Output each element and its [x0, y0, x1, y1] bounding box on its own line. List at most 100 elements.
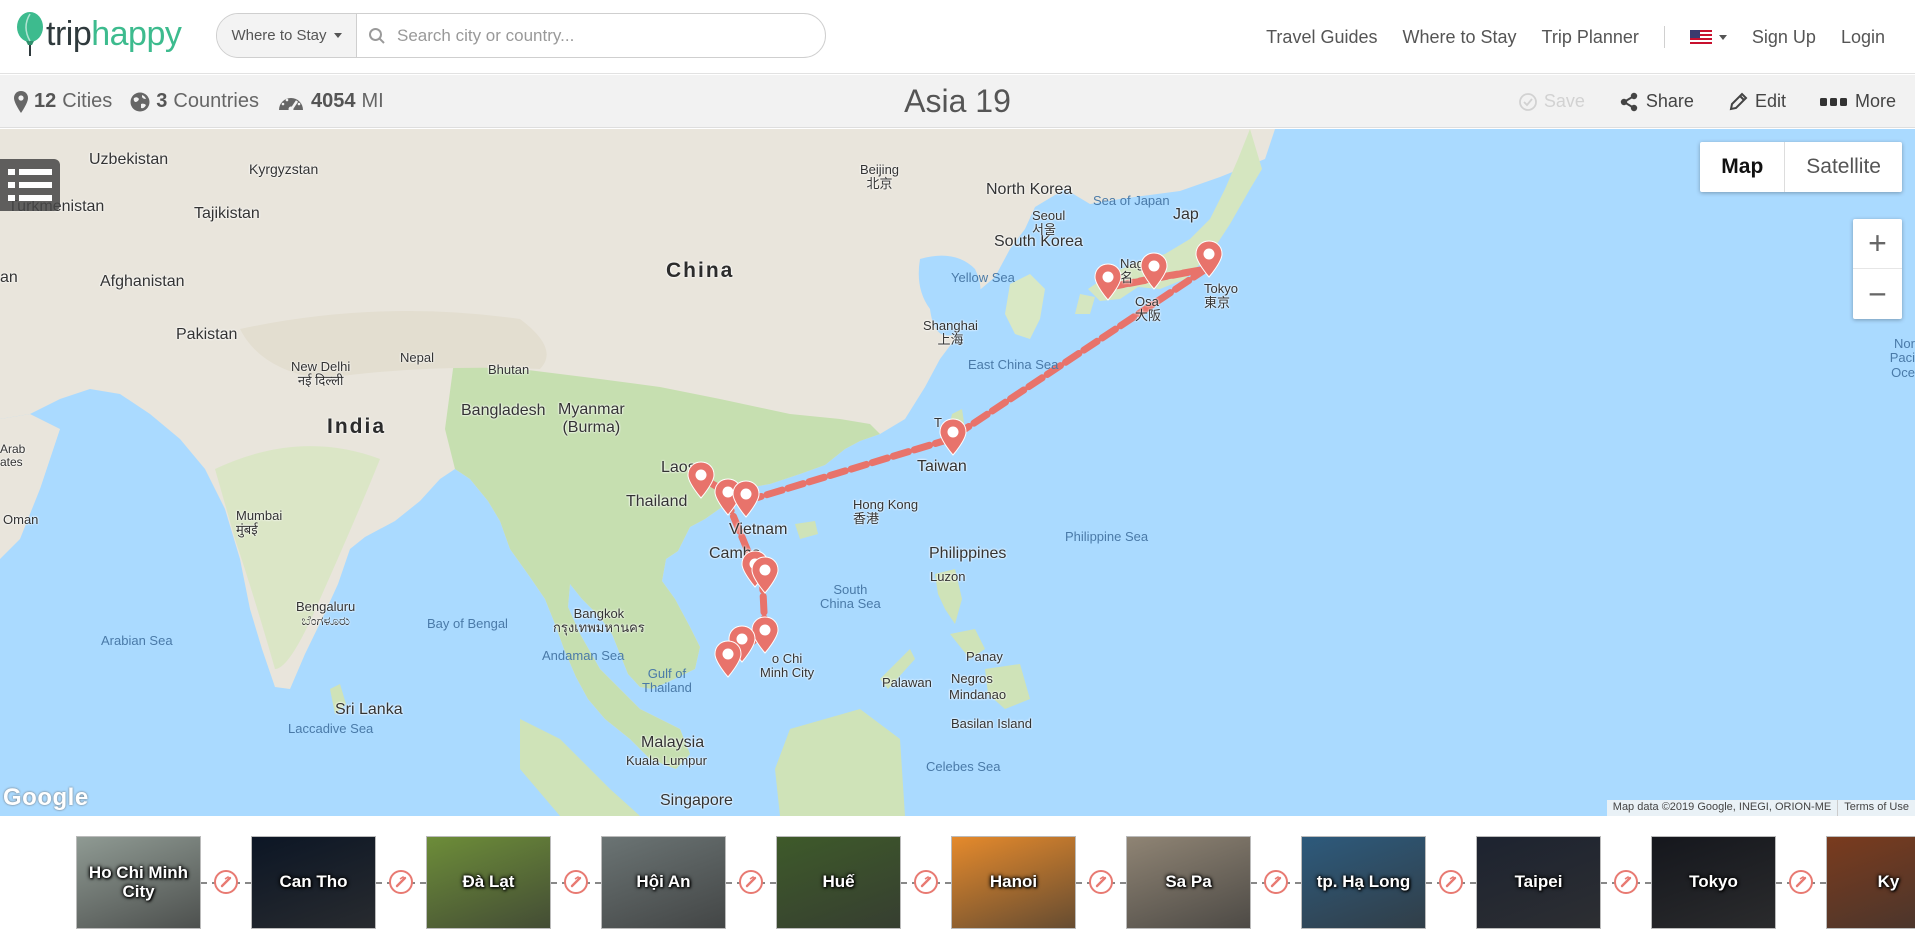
map-pin-can-tho[interactable]	[713, 640, 743, 678]
label-bengaluru: Bengaluru ಬೆಂಗಳೂರು	[296, 599, 356, 629]
cities-stat: 12 Cities	[14, 90, 112, 113]
countries-count: 3	[156, 90, 168, 112]
language-dropdown[interactable]	[1689, 30, 1727, 44]
itinerary-card-label: Hội An	[636, 872, 691, 892]
label-hong-kong: Hong Kong 香港	[853, 497, 919, 527]
map-type-map-button[interactable]: Map	[1700, 142, 1786, 192]
globe-icon	[130, 92, 150, 111]
map-pin-taipei[interactable]	[938, 418, 968, 456]
map-pin-tokyo[interactable]	[1194, 240, 1224, 278]
pencil-icon	[1729, 92, 1748, 110]
label-taiwan: Taiwan	[917, 458, 967, 475]
city-list-toggle-button[interactable]	[0, 159, 60, 211]
label-ho-chi-minh: o Chi Minh City	[760, 651, 815, 681]
label-china: China	[666, 259, 735, 282]
label-new-delhi: New Delhi नई दिल्ली	[291, 359, 351, 389]
itinerary-card[interactable]: Ho Chi Minh City	[76, 836, 201, 929]
trip-title[interactable]: Asia 19	[904, 83, 1011, 119]
route-connector[interactable]	[201, 870, 251, 894]
map-marker-icon	[14, 90, 28, 113]
caret-down-icon	[333, 33, 342, 38]
label-panay: Panay	[966, 649, 1003, 664]
transport-icon	[914, 870, 938, 894]
map-pin-kyoto[interactable]	[1139, 252, 1169, 290]
itinerary-card[interactable]: Đà Lạt	[426, 836, 551, 929]
cities-count: 12	[34, 90, 57, 112]
itinerary-card[interactable]: Hanoi	[951, 836, 1076, 929]
itinerary-card[interactable]: Hội An	[601, 836, 726, 929]
route-connector[interactable]	[1776, 870, 1826, 894]
label-palawan: Palawan	[882, 675, 932, 690]
route-connector[interactable]	[1251, 870, 1301, 894]
transport-icon	[1089, 870, 1113, 894]
speedometer-icon	[279, 97, 303, 111]
distance-value: 4054	[311, 90, 356, 112]
label-mindanao: Mindanao	[949, 687, 1007, 702]
itinerary-card[interactable]: Sa Pa	[1126, 836, 1251, 929]
transport-icon	[1439, 870, 1463, 894]
trip-actions: Save Share Edit More	[1518, 75, 1896, 128]
itinerary-strip: Ho Chi Minh City Can Tho Đà Lạt Hội An Huế Ha…	[0, 816, 1915, 939]
map-pin-hoi-an[interactable]	[750, 556, 780, 594]
label-basilan: Basilan Island	[951, 716, 1032, 731]
nav-trip-planner[interactable]: Trip Planner	[1541, 26, 1639, 47]
route-connector[interactable]	[1601, 870, 1651, 894]
itinerary-card-label: tp. Hạ Long	[1316, 872, 1411, 892]
sign-up-link[interactable]: Sign Up	[1751, 26, 1816, 47]
label-shanghai: Shanghai 上海	[923, 318, 978, 348]
list-icon	[8, 169, 52, 201]
countries-label: Countries	[173, 90, 259, 112]
itinerary-card[interactable]: Can Tho	[251, 836, 376, 929]
label-an: an	[0, 269, 18, 286]
save-button[interactable]: Save	[1518, 91, 1585, 112]
distance-stat: 4054 MI	[277, 90, 384, 113]
search-input[interactable]	[397, 14, 825, 57]
nav-travel-guides[interactable]: Travel Guides	[1266, 26, 1378, 47]
map-pin-ha-long[interactable]	[731, 480, 761, 518]
label-andaman-sea: Andaman Sea	[542, 648, 625, 663]
search-bar: Where to Stay	[216, 13, 826, 58]
label-negros: Negros	[951, 671, 993, 686]
itinerary-card[interactable]: Tokyo	[1651, 836, 1776, 929]
route-connector[interactable]	[551, 870, 601, 894]
label-luzon: Luzon	[930, 569, 966, 584]
share-button[interactable]: Share	[1619, 91, 1694, 112]
label-east-china-sea: East China Sea	[968, 357, 1059, 372]
more-button-label: More	[1854, 91, 1896, 111]
itinerary-card[interactable]: Huế	[776, 836, 901, 929]
more-button[interactable]: More	[1819, 91, 1896, 112]
edit-button[interactable]: Edit	[1728, 91, 1786, 112]
itinerary-card[interactable]: tp. Hạ Long	[1301, 836, 1426, 929]
itinerary-card[interactable]: Taipei	[1476, 836, 1601, 929]
zoom-out-button[interactable]: −	[1868, 275, 1887, 312]
map-pin-japan-west[interactable]	[1093, 263, 1123, 301]
label-oman: Oman	[3, 512, 39, 527]
triphappy-logo[interactable]: triphappy	[14, 10, 182, 58]
route-connector[interactable]	[1076, 870, 1126, 894]
label-south-china-sea: South China Sea	[820, 582, 881, 612]
route-connector[interactable]	[1426, 870, 1476, 894]
zoom-in-button[interactable]: +	[1853, 219, 1902, 269]
map-pin-da-lat[interactable]	[750, 616, 780, 654]
map-type-satellite-button[interactable]: Satellite	[1806, 155, 1881, 178]
login-link[interactable]: Login	[1840, 26, 1885, 47]
route-connector[interactable]	[376, 870, 426, 894]
google-logo: Google	[3, 784, 89, 811]
countries-stat: 3 Countries	[130, 90, 259, 113]
trip-toolbar: 12 Cities 3 Countries 4054 MI Asia 19 Sa…	[0, 75, 1915, 128]
route-connector[interactable]	[901, 870, 951, 894]
map-attribution: Map data ©2019 Google, INEGI, ORION-ME T…	[1606, 800, 1915, 816]
where-to-stay-dropdown[interactable]: Where to Stay	[217, 14, 357, 57]
itinerary-card[interactable]: Ky	[1826, 836, 1915, 929]
itinerary-card-label: Sa Pa	[1165, 872, 1212, 892]
nav-where-to-stay[interactable]: Where to Stay	[1402, 26, 1517, 47]
ellipsis-icon	[1819, 97, 1847, 106]
trip-map[interactable]: Uzbekistan Kyrgyzstan Turkmenistan Tajik…	[0, 129, 1915, 816]
label-laccadive-sea: Laccadive Sea	[288, 721, 374, 736]
label-celebes-sea: Celebes Sea	[926, 759, 1001, 774]
route-connector[interactable]	[726, 870, 776, 894]
label-bangkok: Bangkok กรุงเทพมหานคร	[553, 606, 645, 636]
label-bay-of-bengal: Bay of Bengal	[427, 616, 508, 631]
terms-of-use-link[interactable]: Terms of Use	[1837, 800, 1915, 816]
map-pin-sapa[interactable]	[686, 461, 716, 499]
